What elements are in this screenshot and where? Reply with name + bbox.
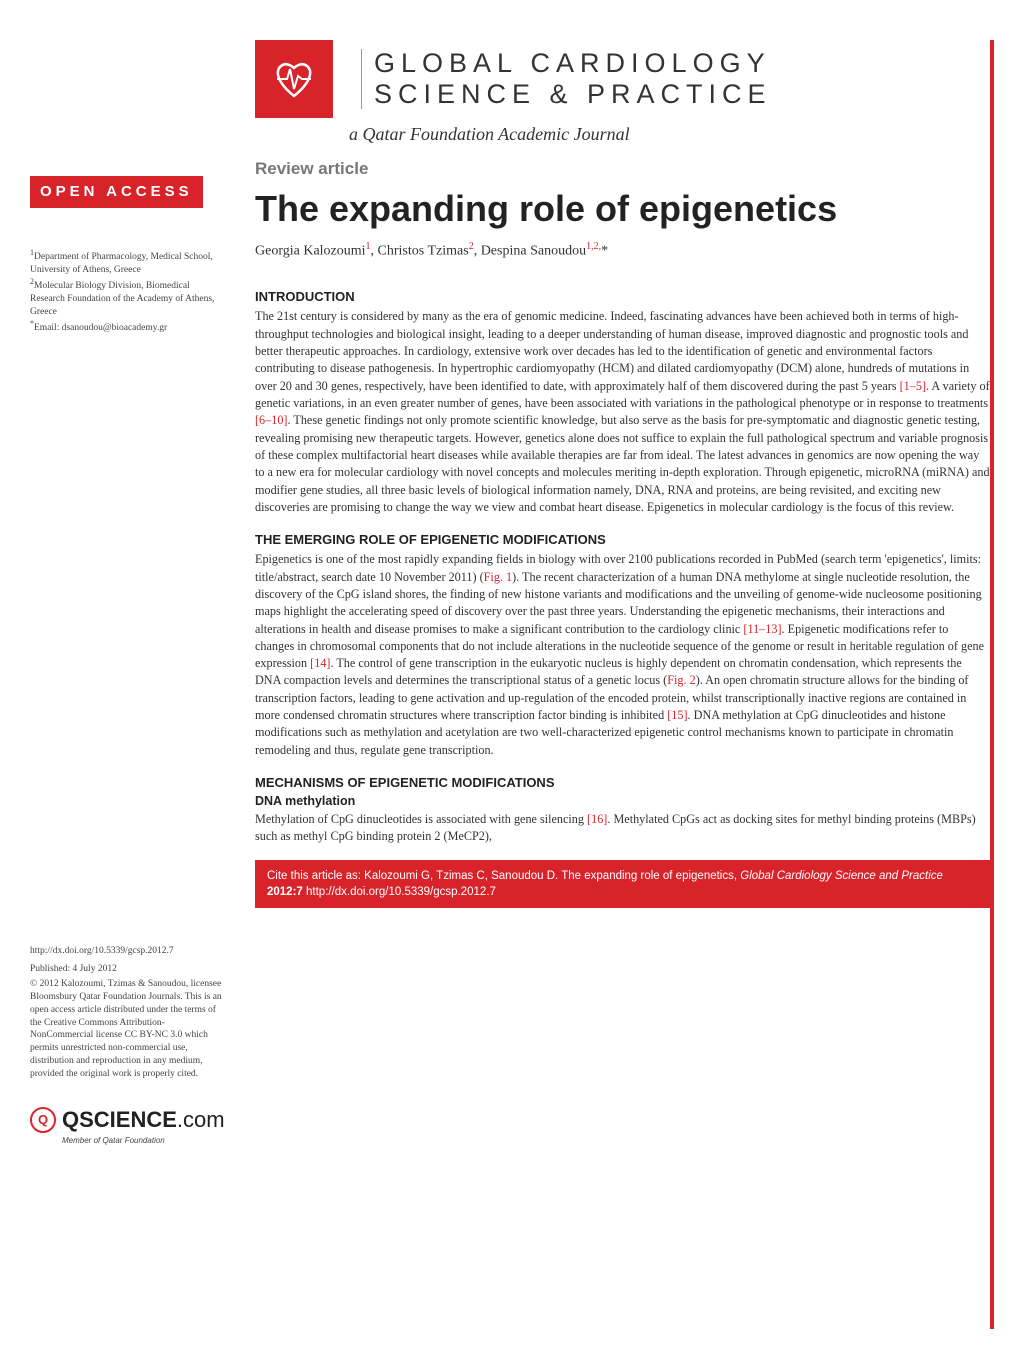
affiliations-block: 1Department of Pharmacology, Medical Sch… bbox=[30, 248, 225, 334]
affiliation-2-text: Molecular Biology Division, Biomedical R… bbox=[30, 281, 214, 317]
section-heading-emerging: THE EMERGING ROLE OF EPIGENETIC MODIFICA… bbox=[255, 532, 990, 547]
copyright-text: © 2012 Kalozoumi, Tzimas & Sanoudou, lic… bbox=[30, 978, 225, 1081]
citation-box: Cite this article as: Kalozoumi G, Tzima… bbox=[255, 860, 990, 908]
article-title: The expanding role of epigenetics bbox=[255, 189, 990, 229]
citation-year-vol: 2012:7 bbox=[267, 886, 303, 898]
affiliation-1: 1Department of Pharmacology, Medical Sch… bbox=[30, 248, 225, 277]
journal-title-block: GLOBAL CARDIOLOGY SCIENCE & PRACTICE bbox=[374, 48, 772, 110]
main-column: GLOBAL CARDIOLOGY SCIENCE & PRACTICE a Q… bbox=[245, 40, 990, 1147]
meta-block: http://dx.doi.org/10.5339/gcsp.2012.7 Pu… bbox=[30, 945, 225, 1081]
heart-ecg-icon bbox=[269, 54, 319, 104]
citation-text: Kalozoumi G, Tzimas C, Sanoudou D. The e… bbox=[364, 870, 737, 882]
citation-journal: Global Cardiology Science and Practice bbox=[740, 870, 943, 882]
open-access-badge: OPEN ACCESS bbox=[30, 176, 203, 208]
journal-name-line1: GLOBAL CARDIOLOGY bbox=[374, 48, 772, 79]
section-heading-introduction: INTRODUCTION bbox=[255, 289, 990, 304]
section-heading-mechanisms: MECHANISMS OF EPIGENETIC MODIFICATIONS bbox=[255, 775, 990, 790]
subheading-dna-methylation: DNA methylation bbox=[255, 794, 990, 808]
qscience-brand[interactable]: Q QSCIENCE.com bbox=[30, 1105, 225, 1135]
journal-header: GLOBAL CARDIOLOGY SCIENCE & PRACTICE bbox=[255, 40, 990, 118]
journal-logo-icon bbox=[255, 40, 333, 118]
journal-name-line2: SCIENCE & PRACTICE bbox=[374, 79, 772, 110]
affiliation-2: 2Molecular Biology Division, Biomedical … bbox=[30, 277, 225, 319]
page-container: OPEN ACCESS 1Department of Pharmacology,… bbox=[0, 0, 1020, 1177]
dna-methylation-body: Methylation of CpG dinucleotides is asso… bbox=[255, 811, 990, 846]
article-type: Review article bbox=[255, 159, 990, 179]
introduction-body: The 21st century is considered by many a… bbox=[255, 308, 990, 516]
header-divider bbox=[361, 49, 362, 109]
correspondence-text: Email: dsanoudou@bioacademy.gr bbox=[34, 323, 167, 333]
citation-prefix: Cite this article as: bbox=[267, 870, 361, 882]
qscience-tagline: Member of Qatar Foundation bbox=[62, 1136, 225, 1147]
qscience-dotcom: .com bbox=[177, 1107, 225, 1132]
emerging-body: Epigenetics is one of the most rapidly e… bbox=[255, 551, 990, 759]
citation-url[interactable]: http://dx.doi.org/10.5339/gcsp.2012.7 bbox=[306, 886, 496, 898]
qscience-name: QSCIENCE bbox=[62, 1107, 177, 1132]
doi-link[interactable]: http://dx.doi.org/10.5339/gcsp.2012.7 bbox=[30, 945, 225, 958]
brand-vertical-rule bbox=[990, 40, 994, 1329]
corresponding-email: *Email: dsanoudou@bioacademy.gr bbox=[30, 319, 225, 335]
publisher-logo: Q QSCIENCE.com Member of Qatar Foundatio… bbox=[30, 1105, 225, 1147]
qscience-icon: Q bbox=[30, 1107, 56, 1133]
authors-list: Georgia Kalozoumi1, Christos Tzimas2, De… bbox=[255, 241, 990, 260]
journal-subtitle: a Qatar Foundation Academic Journal bbox=[349, 124, 990, 145]
affiliation-1-text: Department of Pharmacology, Medical Scho… bbox=[30, 252, 213, 275]
left-column: OPEN ACCESS 1Department of Pharmacology,… bbox=[30, 40, 245, 1147]
published-date: Published: 4 July 2012 bbox=[30, 963, 225, 976]
